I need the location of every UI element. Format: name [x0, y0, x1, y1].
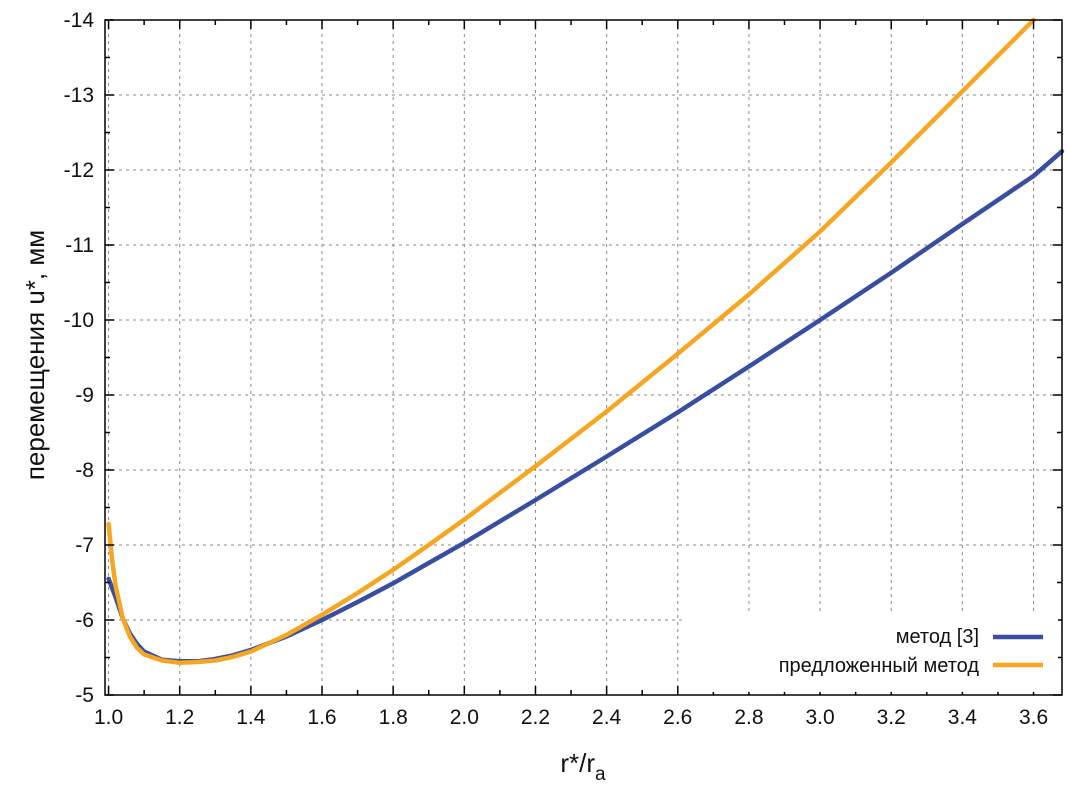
y-tick-label: -6 [75, 609, 94, 632]
x-tick-label: 2.0 [450, 706, 479, 729]
y-axis-title: перемещения u*, мм [20, 230, 50, 480]
legend-label-series-2: предложенный метод [779, 655, 980, 677]
x-tick-label: 2.8 [734, 706, 763, 729]
y-tick-label: -13 [64, 84, 94, 107]
x-tick-labels: 1.0 1.2 1.4 1.6 1.8 2.0 2.2 2.4 2.6 2.8 3.0 3.2 3.4 3… [94, 706, 1048, 729]
y-tick-label: -7 [75, 534, 94, 557]
series-lines [109, 20, 1062, 663]
y-tick-label: -8 [75, 459, 94, 482]
grid-lines [105, 20, 1062, 695]
tick-marks [105, 20, 1062, 695]
legend-label-series-1: метод [3] [896, 626, 979, 648]
x-tick-label: 2.6 [663, 706, 692, 729]
y-tick-label: -10 [64, 309, 94, 332]
legend: метод [3] предложенный метод [686, 612, 1058, 692]
series-line-2 [109, 20, 1034, 663]
plot-frame [105, 20, 1062, 695]
y-tick-label: -14 [64, 9, 95, 32]
x-tick-label: 3.2 [877, 706, 906, 729]
x-axis-title: r*/ra [560, 748, 606, 785]
x-tick-label: 1.0 [94, 706, 123, 729]
x-tick-label: 1.4 [236, 706, 266, 729]
x-tick-label: 1.2 [165, 706, 194, 729]
x-tick-label: 1.6 [307, 706, 336, 729]
series-line-1 [109, 151, 1062, 661]
x-tick-label: 3.6 [1019, 706, 1048, 729]
y-tick-label: -11 [65, 234, 94, 257]
y-tick-labels: -5 -6 -7 -8 -9 -10 -11 -12 -13 -14 [64, 9, 95, 707]
y-tick-label: -12 [64, 159, 94, 182]
y-tick-label: -5 [75, 684, 94, 707]
x-tick-label: 3.4 [948, 706, 978, 729]
x-tick-label: 3.0 [805, 706, 834, 729]
x-tick-label: 1.8 [379, 706, 408, 729]
y-tick-label: -9 [75, 384, 94, 407]
legend-background [686, 612, 1058, 692]
x-tick-label: 2.2 [521, 706, 550, 729]
x-tick-label: 2.4 [592, 706, 622, 729]
